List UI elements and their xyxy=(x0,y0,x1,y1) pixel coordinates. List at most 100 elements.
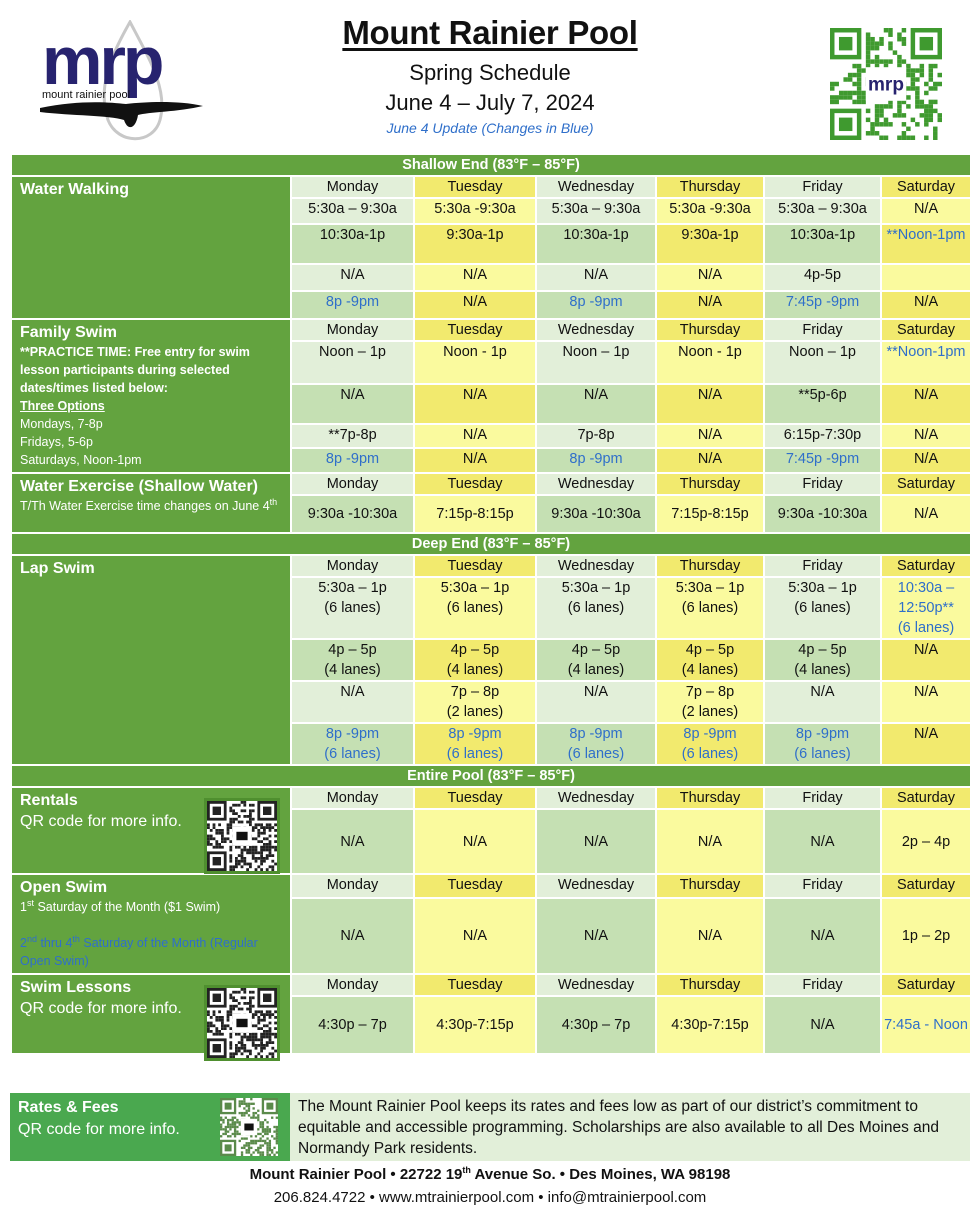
time-cell: N/A xyxy=(413,263,537,292)
time-value: 4:30p-7:15p xyxy=(671,1017,749,1033)
time-value: 9:30a-1p xyxy=(681,227,739,243)
program-note: 2nd thru 4th Saturday of the Month (Regu… xyxy=(20,933,258,968)
time-value: N/A xyxy=(913,387,939,403)
time-cell: 4p-5p xyxy=(763,263,882,292)
time-value: 4p-5p xyxy=(803,267,842,283)
time-cell: N/A xyxy=(763,995,882,1055)
time-value: N/A xyxy=(462,294,488,310)
program-day-header-row: Rentals QR code for more info. Monday Tuesd… xyxy=(10,786,973,875)
time-value: 5:30a – 9:30a xyxy=(551,201,641,217)
time-cell: 5:30a – 1p (6 lanes) xyxy=(290,576,415,640)
time-cell: 8p -9pm (6 lanes) xyxy=(290,722,415,766)
time-value: **5p-6p xyxy=(798,387,847,403)
schedule-row: 8p -9pm N/A 8p -9pm N/A 7:45p -9pm N/A xyxy=(11,447,973,474)
program-note: 1st Saturday of the Month ($1 Swim) xyxy=(20,897,221,914)
time-value: N/A xyxy=(462,451,488,467)
rates-and-fees: Rates & Fees QR code for more info. The … xyxy=(10,1093,970,1161)
time-value: 5:30a – 9:30a xyxy=(778,201,867,217)
time-value: 10:30a-1p xyxy=(563,227,629,243)
time-cell: N/A xyxy=(290,897,415,975)
time-value: N/A xyxy=(697,294,723,310)
time-cell: Noon – 1p xyxy=(535,340,657,385)
schedule-row: 9:30a -10:30a 7:15p-8:15p 9:30a -10:30a 7:1… xyxy=(11,494,973,534)
time-value: 5:30a – 1p (6 lanes) xyxy=(561,580,631,616)
time-cell: 8p -9pm xyxy=(535,290,657,320)
time-cell: 7p – 8p (2 lanes) xyxy=(655,680,765,724)
time-cell: 4:30p-7:15p xyxy=(413,995,537,1055)
schedule-row: N/A N/A N/A N/A 4p-5p xyxy=(11,263,973,292)
day-header-monday: Monday xyxy=(290,973,415,997)
time-value: N/A xyxy=(583,387,609,403)
day-header-wednesday: Wednesday xyxy=(535,973,657,997)
time-cell: **Noon-1pm xyxy=(879,223,973,265)
time-cell: N/A xyxy=(655,383,765,425)
time-cell: N/A xyxy=(879,447,973,474)
time-value: 5:30a -9:30a xyxy=(669,201,751,217)
time-value: 9:30a-1p xyxy=(446,227,504,243)
day-header-tuesday: Tuesday xyxy=(413,318,537,342)
time-value: N/A xyxy=(913,506,939,522)
swimmer-icon xyxy=(207,988,277,1058)
time-cell: 4p – 5p (4 lanes) xyxy=(535,638,657,682)
time-value: N/A xyxy=(583,928,609,945)
time-cell: 10:30a-1p xyxy=(535,223,657,265)
time-cell: **5p-6p xyxy=(763,383,882,425)
program-label: Lap Swim xyxy=(10,554,292,766)
program-day-header-row: Water Walking Monday Tuesday Wednesday Thurs… xyxy=(10,175,973,320)
schedule-row: 4p – 5p (4 lanes) 4p – 5p (4 lanes) 4p – 5… xyxy=(11,638,973,682)
day-header-saturday: Saturday xyxy=(879,554,973,578)
time-value: **Noon-1pm xyxy=(886,227,966,243)
time-value: 5:30a – 1p (6 lanes) xyxy=(318,580,387,616)
time-value: N/A xyxy=(697,387,723,403)
time-cell: 7:45p -9pm xyxy=(763,447,882,474)
time-cell: 10:30a-1p xyxy=(290,223,415,265)
qr-code[interactable]: mrp xyxy=(830,28,942,140)
program-label: Rentals QR code for more info. xyxy=(10,786,292,875)
day-header-friday: Friday xyxy=(763,872,882,900)
program-day-header-row: Swim Lessons QR code for more info. Monday… xyxy=(10,973,973,1061)
rates-qr-code[interactable] xyxy=(220,1098,278,1156)
day-header-thursday: Thursday xyxy=(655,318,765,342)
time-cell: N/A xyxy=(879,494,973,534)
day-header-thursday: Thursday xyxy=(655,175,765,199)
time-cell: 9:30a -10:30a xyxy=(763,494,882,534)
time-value: 7p – 8p (2 lanes) xyxy=(446,684,504,720)
time-value: 7:45p -9pm xyxy=(785,451,860,467)
time-cell: 4:30p – 7p xyxy=(290,995,415,1055)
time-cell: N/A xyxy=(763,680,882,724)
program-qr-code[interactable] xyxy=(204,985,280,1061)
time-cell: 8p -9pm (6 lanes) xyxy=(763,722,882,766)
program-day-header-row: Lap Swim Monday Tuesday Wednesday Thursday Fr… xyxy=(10,554,973,766)
time-value: N/A xyxy=(913,427,939,443)
time-cell: N/A xyxy=(879,680,973,724)
time-value: N/A xyxy=(810,684,835,700)
time-cell: 5:30a – 1p (6 lanes) xyxy=(413,576,537,640)
svg-text:mount rainier pool: mount rainier pool xyxy=(42,89,130,101)
time-cell: 5:30a – 1p (6 lanes) xyxy=(655,576,765,640)
time-cell: N/A xyxy=(413,808,537,875)
time-cell: 4:30p-7:15p xyxy=(655,995,765,1055)
time-cell: 8p -9pm xyxy=(535,447,657,474)
day-header-thursday: Thursday xyxy=(655,973,765,997)
time-cell: 10:30a-1p xyxy=(763,223,882,265)
time-value: 7p – 8p (2 lanes) xyxy=(681,684,739,720)
time-cell: 9:30a -10:30a xyxy=(535,494,657,534)
time-value: 10:30a-1p xyxy=(789,227,856,243)
time-value: N/A xyxy=(340,833,365,850)
time-value: 5:30a – 1p (6 lanes) xyxy=(788,580,857,616)
program-note xyxy=(20,916,282,934)
rates-description: The Mount Rainier Pool keeps its rates a… xyxy=(290,1093,970,1161)
day-header-saturday: Saturday xyxy=(879,786,973,810)
time-cell: 4p – 5p (4 lanes) xyxy=(655,638,765,682)
time-cell: N/A xyxy=(655,808,765,875)
program-name: Family Swim xyxy=(20,324,117,341)
time-value: 7:45a - Noon xyxy=(884,1017,968,1033)
time-value: 5:30a – 9:30a xyxy=(308,201,397,217)
day-header-monday: Monday xyxy=(290,318,415,342)
day-header-tuesday: Tuesday xyxy=(413,973,537,997)
schedule-row: 5:30a – 1p (6 lanes) 5:30a – 1p (6 lanes)… xyxy=(11,576,973,640)
time-value: N/A xyxy=(583,833,609,850)
schedule-row: 4:30p – 7p 4:30p-7:15p 4:30p – 7p 4:30p-7:1… xyxy=(11,995,973,1055)
section-header-row: Deep End (83°F – 85°F) xyxy=(9,532,973,556)
program-qr-code[interactable] xyxy=(204,798,280,874)
